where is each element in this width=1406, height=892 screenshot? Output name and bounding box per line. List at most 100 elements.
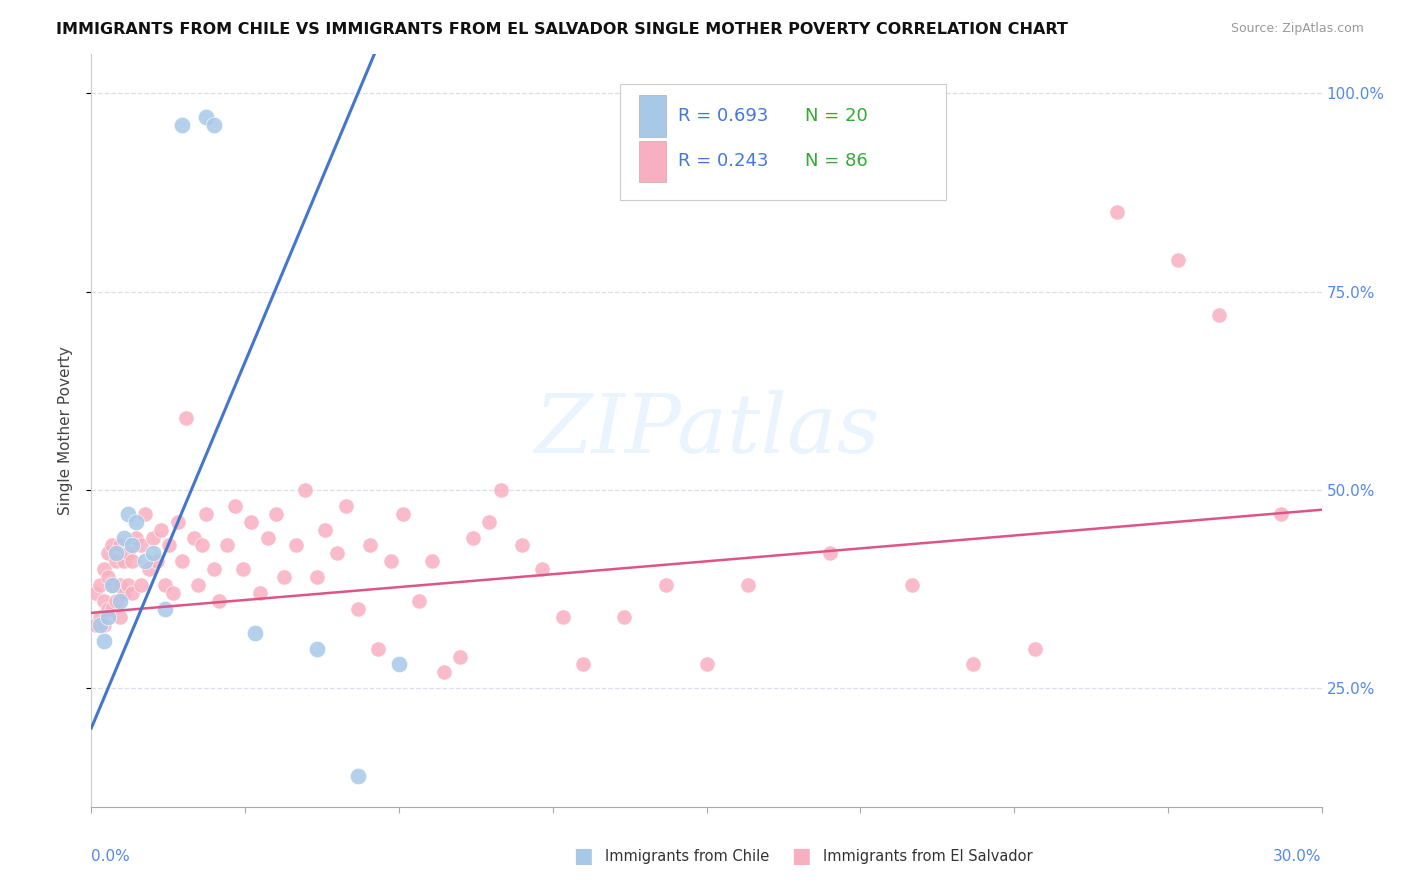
Point — [449, 649, 471, 664]
Point — [551, 610, 574, 624]
Text: Source: ZipAtlas.com: Source: ZipAtlas.com — [1230, 22, 1364, 36]
Text: Immigrants from El Salvador: Immigrants from El Salvador — [823, 849, 1032, 863]
Point — [264, 507, 287, 521]
Point — [112, 586, 135, 600]
Y-axis label: Single Mother Poverty: Single Mother Poverty — [58, 346, 73, 515]
Point — [157, 538, 180, 552]
Point — [305, 570, 328, 584]
Point — [105, 594, 127, 608]
Point — [108, 594, 131, 608]
Point — [1270, 507, 1292, 521]
Point — [491, 483, 513, 497]
Point — [256, 531, 278, 545]
Point — [273, 570, 295, 584]
Point — [125, 515, 148, 529]
Point — [215, 538, 238, 552]
Point — [112, 531, 135, 545]
Point — [134, 554, 156, 568]
Point — [531, 562, 554, 576]
Point — [101, 578, 124, 592]
Point — [105, 554, 127, 568]
Point — [138, 562, 160, 576]
Point — [285, 538, 308, 552]
Point — [97, 546, 120, 560]
Point — [121, 554, 143, 568]
Point — [142, 546, 165, 560]
Point — [408, 594, 430, 608]
Point — [153, 578, 177, 592]
Point — [105, 546, 127, 560]
Point — [93, 562, 115, 576]
Point — [380, 554, 402, 568]
Text: ZIPatlas: ZIPatlas — [534, 391, 879, 470]
Point — [134, 507, 156, 521]
Point — [112, 554, 135, 568]
Point — [187, 578, 209, 592]
Point — [183, 531, 205, 545]
Point — [461, 531, 484, 545]
Text: 30.0%: 30.0% — [1274, 848, 1322, 863]
Point — [195, 507, 218, 521]
Point — [326, 546, 349, 560]
Point — [335, 499, 357, 513]
Point — [162, 586, 184, 600]
Point — [202, 562, 225, 576]
Point — [818, 546, 841, 560]
Point — [207, 594, 229, 608]
Point — [117, 578, 139, 592]
Point — [108, 538, 131, 552]
Point — [121, 538, 143, 552]
Point — [1024, 641, 1046, 656]
Point — [97, 570, 120, 584]
Point — [121, 586, 143, 600]
Point — [129, 578, 152, 592]
Text: R = 0.693: R = 0.693 — [678, 107, 769, 125]
Text: R = 0.243: R = 0.243 — [678, 153, 769, 170]
Point — [101, 538, 124, 552]
Point — [117, 507, 139, 521]
Point — [125, 531, 148, 545]
Point — [202, 118, 225, 132]
Point — [117, 546, 139, 560]
Text: Immigrants from Chile: Immigrants from Chile — [605, 849, 769, 863]
Point — [93, 594, 115, 608]
Point — [359, 538, 381, 552]
Point — [89, 610, 111, 624]
Point — [224, 499, 246, 513]
Point — [93, 633, 115, 648]
Point — [737, 578, 759, 592]
Point — [89, 617, 111, 632]
Text: N = 20: N = 20 — [804, 107, 868, 125]
Text: ■: ■ — [574, 847, 593, 866]
Text: N = 86: N = 86 — [804, 153, 868, 170]
Point — [433, 665, 456, 680]
Point — [93, 617, 115, 632]
Point — [108, 610, 131, 624]
Point — [392, 507, 415, 521]
Bar — [638, 141, 666, 182]
Point — [388, 657, 411, 672]
Point — [166, 515, 188, 529]
Point — [1105, 205, 1128, 219]
Point — [249, 586, 271, 600]
Point — [613, 610, 636, 624]
Point — [245, 625, 267, 640]
Point — [367, 641, 389, 656]
Point — [84, 617, 107, 632]
Point — [900, 578, 922, 592]
Point — [84, 586, 107, 600]
Point — [572, 657, 595, 672]
Point — [142, 531, 165, 545]
Point — [347, 768, 370, 782]
Point — [150, 523, 173, 537]
Point — [240, 515, 263, 529]
Text: 0.0%: 0.0% — [91, 848, 131, 863]
Point — [1167, 252, 1189, 267]
Point — [1208, 309, 1230, 323]
Text: IMMIGRANTS FROM CHILE VS IMMIGRANTS FROM EL SALVADOR SINGLE MOTHER POVERTY CORRE: IMMIGRANTS FROM CHILE VS IMMIGRANTS FROM… — [56, 22, 1069, 37]
Point — [195, 110, 218, 124]
Point — [294, 483, 316, 497]
Point — [314, 523, 336, 537]
Point — [174, 411, 197, 425]
Text: ■: ■ — [792, 847, 811, 866]
